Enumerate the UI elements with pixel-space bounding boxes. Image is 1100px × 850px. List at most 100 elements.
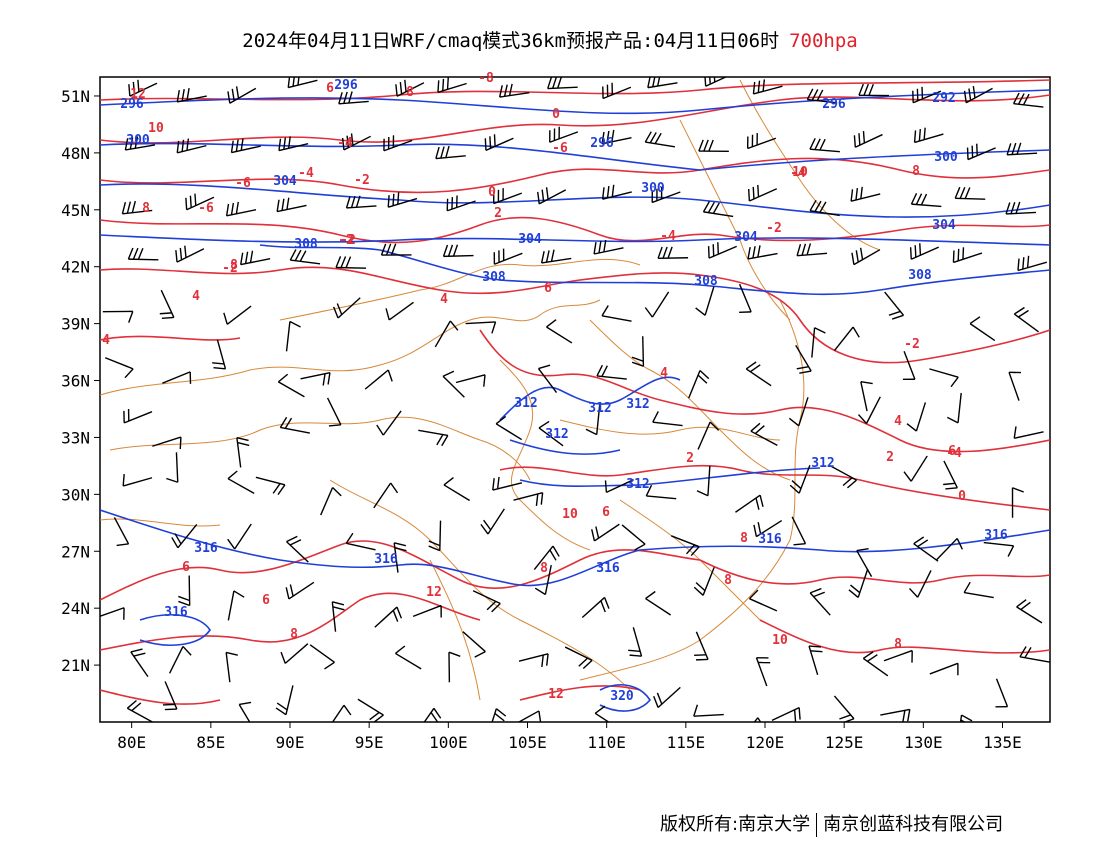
wind-barb — [446, 195, 476, 212]
temperature-label: -8 — [478, 71, 494, 86]
wind-barb — [693, 704, 724, 717]
wind-barb — [383, 135, 413, 152]
wind-barbs — [100, 77, 1050, 722]
wind-barb — [547, 77, 578, 90]
chart-title: 2024年04月11日WRF/cmaq模式36km预报产品:04月11日06时 7… — [0, 26, 1100, 53]
wind-barb — [694, 631, 709, 661]
wind-barb — [651, 186, 681, 204]
temperature-label: 8 — [894, 637, 902, 652]
wind-barb — [227, 523, 252, 550]
wind-barb — [171, 524, 198, 549]
wind-barb — [374, 606, 403, 628]
copyright-owner: 版权所有:南京大学 — [660, 814, 811, 835]
height-contour — [519, 467, 821, 488]
wind-barb — [162, 371, 192, 384]
height-label: 304 — [518, 232, 542, 247]
wind-barb — [255, 476, 286, 496]
height-contour — [100, 183, 1050, 218]
wind-barb — [1017, 255, 1048, 272]
temperature-label: 8 — [912, 164, 920, 179]
lat-tick-label: 24N — [61, 599, 90, 618]
wind-barb — [707, 242, 737, 259]
temperature-contour — [100, 94, 1050, 144]
wind-barb — [484, 134, 514, 151]
wind-barb — [533, 545, 560, 570]
wind-barb — [320, 486, 342, 516]
lat-tick-label: 21N — [61, 656, 90, 675]
copyright-partner: 南京创蓝科技有限公司 — [823, 814, 1004, 835]
wind-barb — [495, 415, 523, 441]
wind-barb — [472, 590, 501, 613]
wind-barb — [331, 704, 352, 722]
wind-barb — [152, 436, 182, 450]
wind-barb — [442, 244, 474, 258]
wind-barb — [128, 79, 158, 97]
wind-barb — [857, 396, 881, 424]
wind-barb — [884, 291, 905, 320]
temperature-label: 12 — [426, 585, 442, 600]
temperature-contour — [100, 335, 241, 341]
wind-barb — [159, 289, 175, 319]
temperature-label: 8 — [406, 85, 414, 100]
wind-barb — [808, 645, 823, 675]
wind-barb — [959, 714, 973, 722]
wind-barb — [644, 291, 670, 318]
wind-barb — [735, 494, 764, 513]
temperature-label: -4 — [790, 166, 806, 181]
footer-divider — [816, 813, 818, 837]
wind-barb — [387, 192, 418, 208]
height-label: 312 — [588, 401, 611, 416]
height-label: 308 — [908, 268, 932, 283]
temperature-label: 10 — [792, 165, 808, 180]
height-contour — [509, 439, 621, 455]
height-label: 296 — [822, 97, 846, 112]
height-label: 312 — [626, 397, 649, 412]
wind-barb — [437, 77, 467, 94]
wind-barb — [1008, 371, 1022, 401]
height-contour — [100, 509, 1050, 587]
wind-barb — [647, 77, 678, 89]
wind-barb — [225, 651, 238, 683]
height-label: 316 — [374, 552, 398, 567]
height-label: 316 — [984, 528, 1008, 543]
temperature-label: -4 — [660, 229, 676, 244]
wind-barb — [1016, 599, 1043, 624]
wind-barb — [747, 245, 778, 260]
border-line — [429, 559, 481, 701]
border-line — [619, 499, 761, 621]
wind-barb — [695, 286, 715, 316]
wind-barb — [745, 361, 772, 387]
wind-barb — [688, 369, 710, 399]
height-label: 308 — [294, 237, 318, 252]
wind-barb — [645, 484, 677, 500]
wind-barb — [113, 517, 130, 547]
temperature-label: 8 — [724, 573, 732, 588]
wind-barb — [791, 516, 807, 546]
wind-barb — [644, 131, 676, 148]
wind-barb — [631, 336, 645, 367]
temperature-label: 10 — [772, 633, 788, 648]
wind-barb — [176, 88, 207, 103]
border-line — [579, 299, 805, 681]
temperature-label: 8 — [740, 531, 748, 546]
temperature-label: 4 — [894, 414, 902, 429]
wind-barb — [983, 541, 1015, 557]
wind-barb — [492, 188, 523, 205]
height-label: 308 — [482, 270, 506, 285]
temperature-label: -4 — [298, 166, 314, 181]
temperature-label: -4 — [337, 136, 353, 151]
height-label: 312 — [514, 396, 537, 411]
wind-barb — [331, 601, 345, 632]
wind-barb — [628, 627, 643, 657]
wind-barb — [412, 604, 442, 618]
height-label: 316 — [164, 605, 188, 620]
wind-barb — [929, 662, 959, 676]
wind-barb — [1013, 426, 1044, 439]
height-label: 296 — [590, 136, 614, 151]
temperature-label: 8 — [290, 627, 298, 642]
wind-barb — [594, 705, 610, 722]
wind-barb — [285, 320, 301, 352]
wind-barb — [564, 646, 593, 670]
border-line — [679, 119, 791, 321]
